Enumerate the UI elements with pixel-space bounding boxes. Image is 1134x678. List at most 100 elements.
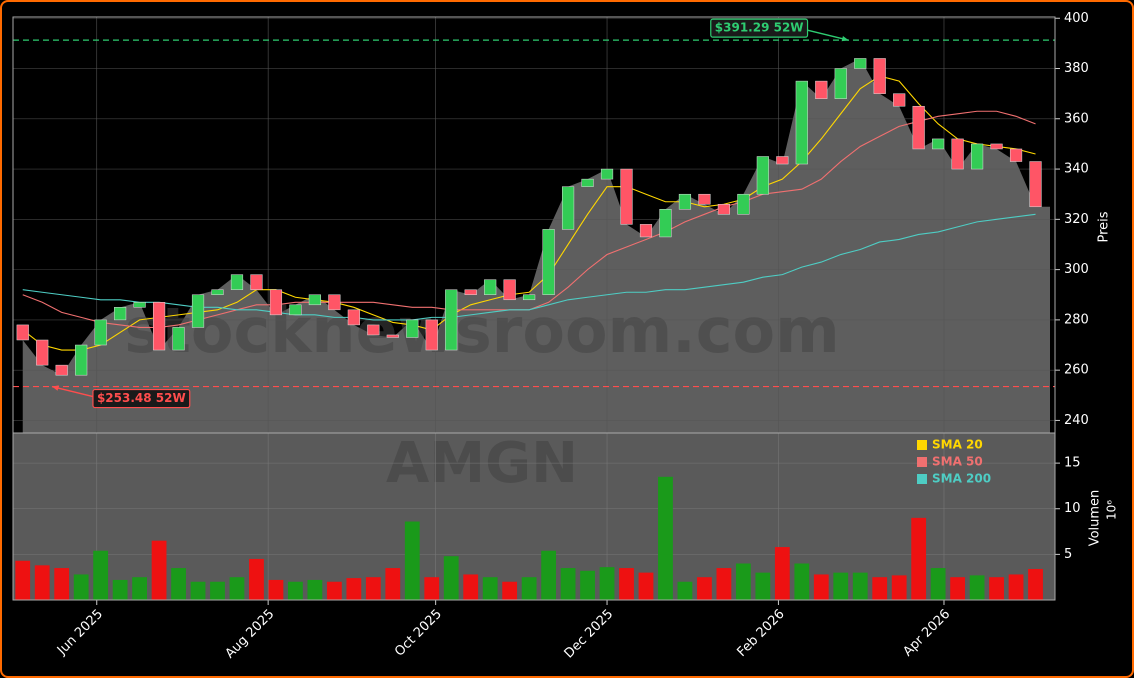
volume-bar bbox=[326, 581, 342, 600]
sma-line bbox=[22, 213, 1036, 321]
candle bbox=[951, 138, 964, 170]
volume-bar bbox=[190, 581, 206, 600]
legend-label: SMA 50 bbox=[932, 455, 983, 469]
candle bbox=[406, 319, 419, 338]
legend-swatch bbox=[917, 457, 927, 467]
volume-bar bbox=[151, 540, 167, 600]
volume-bar bbox=[132, 577, 147, 600]
volume-bar bbox=[872, 577, 888, 600]
volume-bar bbox=[385, 568, 401, 600]
candle bbox=[561, 186, 575, 230]
candle bbox=[172, 327, 185, 351]
candle bbox=[756, 156, 769, 195]
volume-bar bbox=[365, 577, 381, 600]
candle bbox=[55, 364, 68, 376]
volume-bar bbox=[658, 476, 673, 600]
x-tick-label: Dec 2025 bbox=[562, 607, 617, 662]
candle bbox=[932, 138, 945, 150]
volume-bar bbox=[541, 550, 557, 600]
volume-bar bbox=[73, 574, 89, 600]
volume-bar bbox=[54, 568, 70, 600]
volume-bar bbox=[580, 570, 595, 600]
y-tick-label: 340 bbox=[1064, 162, 1089, 177]
volume-bar bbox=[268, 579, 284, 600]
volume-bar bbox=[774, 547, 790, 600]
x-tick-label: Feb 2026 bbox=[735, 607, 788, 660]
candle bbox=[94, 319, 107, 346]
annotation: $391.29 52W bbox=[710, 18, 849, 42]
price-area bbox=[22, 58, 1051, 434]
y-axis-label: Preis bbox=[1097, 211, 1112, 242]
x-tick-label: Apr 2026 bbox=[900, 607, 953, 660]
y-tick-label: 15 bbox=[1064, 456, 1081, 471]
candle bbox=[698, 193, 711, 205]
volume-bar bbox=[463, 574, 479, 600]
candle bbox=[347, 309, 360, 326]
candle bbox=[815, 80, 828, 99]
candle bbox=[191, 294, 205, 328]
candle bbox=[250, 274, 263, 290]
volume-bar bbox=[755, 572, 771, 600]
volume-bar bbox=[307, 579, 323, 600]
candle bbox=[367, 324, 380, 336]
annotation-arrowhead bbox=[841, 35, 849, 42]
watermark: AMGN bbox=[386, 431, 578, 496]
candle bbox=[717, 204, 730, 215]
candle bbox=[659, 209, 672, 238]
candle bbox=[1029, 161, 1042, 208]
watermark: stocknewsroom.com bbox=[124, 294, 839, 367]
candle bbox=[1009, 148, 1023, 162]
volume-bar bbox=[288, 581, 303, 600]
annotation-arrowhead bbox=[51, 385, 59, 391]
annotation-box bbox=[710, 18, 809, 38]
candle bbox=[328, 294, 341, 311]
volume-bar bbox=[891, 575, 907, 600]
volume-bar bbox=[794, 563, 810, 600]
volume-bar bbox=[171, 568, 186, 600]
legend-swatch bbox=[917, 474, 927, 484]
candle bbox=[289, 304, 302, 316]
annotation-arrow bbox=[807, 29, 849, 41]
candle bbox=[464, 289, 477, 296]
volume-bar bbox=[852, 572, 868, 600]
volume-bar bbox=[210, 581, 225, 600]
volume-bar bbox=[443, 556, 459, 600]
volume-bar bbox=[969, 575, 985, 600]
volume-bar bbox=[735, 563, 751, 600]
volume-bar bbox=[697, 577, 712, 600]
x-tick-label: Aug 2025 bbox=[223, 607, 278, 662]
volume-bar bbox=[930, 568, 946, 600]
volume-bar bbox=[716, 568, 732, 600]
annotation-arrow bbox=[51, 385, 94, 398]
axis-multiplier: 10⁶ bbox=[1105, 500, 1119, 520]
y-tick-label: 260 bbox=[1064, 363, 1089, 378]
y-tick-label: 10 bbox=[1064, 501, 1081, 516]
y-axis-label: Volumen bbox=[1088, 490, 1103, 547]
volume-bar bbox=[521, 577, 537, 600]
y-tick-label: 380 bbox=[1064, 61, 1089, 76]
legend-label: SMA 20 bbox=[932, 438, 983, 452]
y-tick-label: 360 bbox=[1064, 111, 1089, 126]
candle bbox=[873, 58, 886, 94]
annotation-box bbox=[92, 388, 191, 409]
candle bbox=[971, 143, 984, 170]
volume-bar bbox=[424, 577, 440, 600]
y-tick-label: 320 bbox=[1064, 212, 1089, 227]
candle bbox=[795, 80, 808, 165]
candle bbox=[581, 178, 594, 187]
candle bbox=[36, 339, 49, 366]
y-tick-label: 400 bbox=[1064, 11, 1089, 26]
volume-bar bbox=[599, 567, 615, 600]
candle bbox=[484, 279, 497, 296]
legend-label: SMA 200 bbox=[932, 472, 991, 486]
candle bbox=[776, 156, 789, 165]
volume-bar bbox=[482, 577, 498, 600]
candle bbox=[211, 289, 224, 296]
volume-bar bbox=[638, 572, 654, 600]
candle bbox=[308, 294, 321, 306]
candle bbox=[854, 58, 867, 69]
sma-line bbox=[22, 75, 1036, 351]
volume-bar bbox=[346, 578, 362, 600]
